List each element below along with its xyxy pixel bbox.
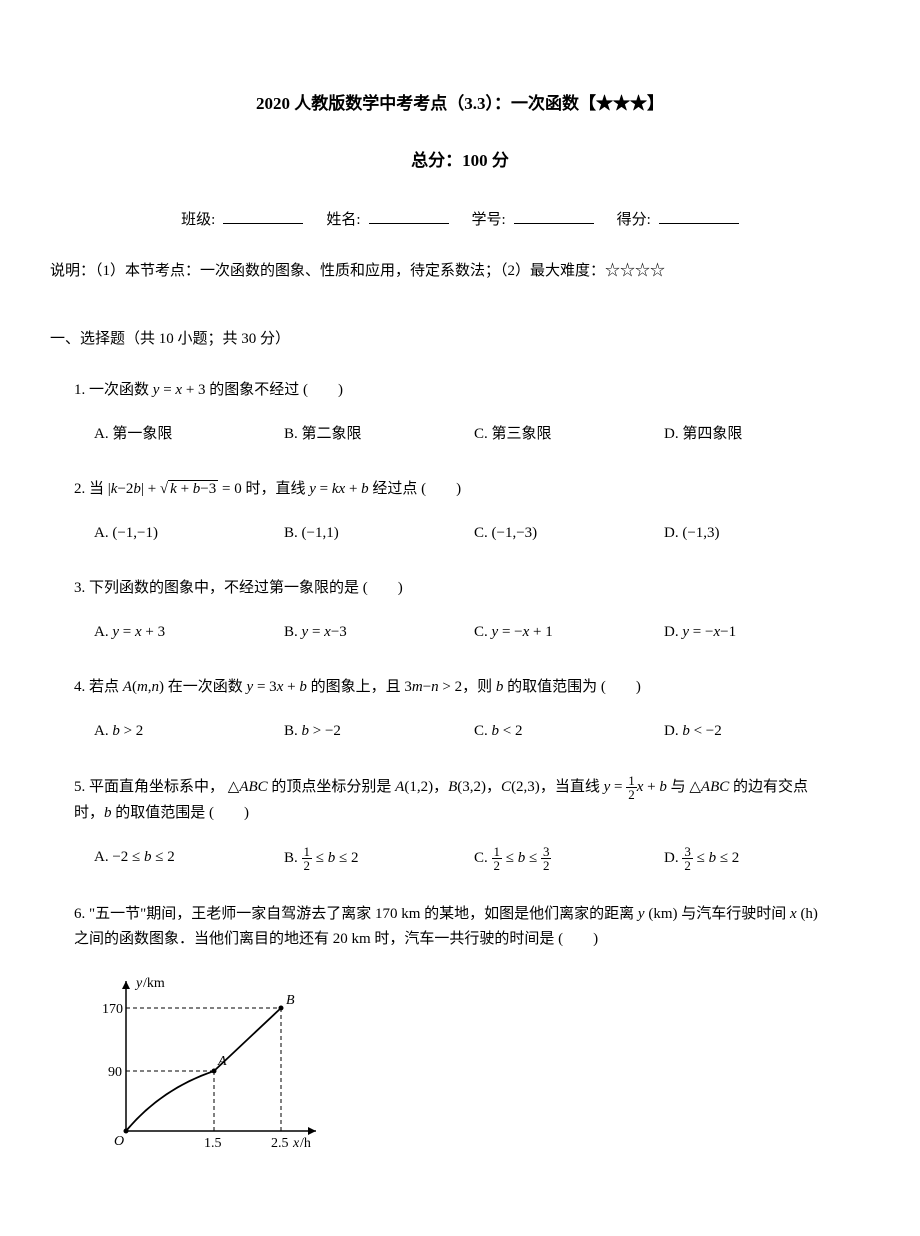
- question-4: 4. 若点 A(m,n) 在一次函数 y = 3x + b 的图象上，且 3m−…: [50, 675, 870, 744]
- q3-option-a: A. y = x + 3: [94, 620, 284, 646]
- svg-text:1.5: 1.5: [204, 1136, 222, 1151]
- q1-option-b: B. 第二象限: [284, 422, 474, 448]
- page-title: 2020 人教版数学中考考点（3.3）：一次函数【★★★】: [50, 90, 870, 119]
- svg-text:O: O: [114, 1134, 124, 1149]
- score-label: 得分:: [617, 212, 651, 228]
- svg-text:170: 170: [102, 1002, 123, 1017]
- q2-option-b: B. (−1,1): [284, 521, 474, 547]
- question-2-text: 2. 当 |k−2b| + √k + b−3 = 0 时，直线 y = kx +…: [74, 477, 870, 503]
- question-1-text: 1. 一次函数 y = x + 3 的图象不经过 ( ): [74, 378, 870, 404]
- section-1-header: 一、选择题（共 10 小题；共 30 分）: [50, 327, 870, 353]
- q4-option-a: A. b > 2: [94, 719, 284, 745]
- question-4-text: 4. 若点 A(m,n) 在一次函数 y = 3x + b 的图象上，且 3m−…: [74, 675, 870, 701]
- q6-chart: y /km x /h O 170 90 1.5 2.5: [74, 971, 870, 1156]
- q4-option-d: D. b < −2: [664, 719, 854, 745]
- student-id-label: 学号:: [472, 212, 506, 228]
- question-5-text: 5. 平面直角坐标系中， △ABC 的顶点坐标分别是 A(1,2)，B(3,2)…: [74, 774, 870, 827]
- q5-option-c: C. 12 ≤ b ≤ 32: [474, 845, 664, 872]
- question-3-text: 3. 下列函数的图象中，不经过第一象限的是 ( ): [74, 576, 870, 602]
- class-blank: [223, 209, 303, 224]
- name-blank: [369, 209, 449, 224]
- q5-option-b: B. 12 ≤ b ≤ 2: [284, 845, 474, 872]
- q3-option-b: B. y = x−3: [284, 620, 474, 646]
- svg-text:y: y: [134, 976, 143, 991]
- q1-option-d: D. 第四象限: [664, 422, 854, 448]
- svg-text:/h: /h: [300, 1136, 311, 1151]
- svg-text:90: 90: [108, 1065, 122, 1080]
- svg-text:B: B: [286, 993, 295, 1008]
- q5-option-a: A. −2 ≤ b ≤ 2: [94, 845, 284, 872]
- q2-option-a: A. (−1,−1): [94, 521, 284, 547]
- student-id-blank: [514, 209, 594, 224]
- q1-option-a: A. 第一象限: [94, 422, 284, 448]
- student-info-row: 班级: 姓名: 学号: 得分:: [50, 208, 870, 234]
- q2-option-d: D. (−1,3): [664, 521, 854, 547]
- svg-text:2.5: 2.5: [271, 1136, 289, 1151]
- q5-option-d: D. 32 ≤ b ≤ 2: [664, 845, 854, 872]
- question-1: 1. 一次函数 y = x + 3 的图象不经过 ( ) A. 第一象限 B. …: [50, 378, 870, 447]
- q1-option-c: C. 第三象限: [474, 422, 664, 448]
- q2-option-c: C. (−1,−3): [474, 521, 664, 547]
- name-label: 姓名:: [326, 212, 360, 228]
- svg-text:/km: /km: [143, 976, 165, 991]
- class-label: 班级:: [181, 212, 215, 228]
- score-blank: [659, 209, 739, 224]
- question-2: 2. 当 |k−2b| + √k + b−3 = 0 时，直线 y = kx +…: [50, 477, 870, 546]
- svg-text:A: A: [217, 1054, 227, 1069]
- svg-text:x: x: [292, 1136, 300, 1151]
- question-6-text: 6. "五一节"期间，王老师一家自驾游去了离家 170 km 的某地，如图是他们…: [74, 902, 870, 953]
- q4-option-b: B. b > −2: [284, 719, 474, 745]
- q4-option-c: C. b < 2: [474, 719, 664, 745]
- q3-option-d: D. y = −x−1: [664, 620, 854, 646]
- page-subtitle: 总分：100 分: [50, 147, 870, 176]
- exam-note: 说明：（1）本节考点：一次函数的图象、性质和应用，待定系数法；（2）最大难度：☆…: [50, 259, 870, 285]
- q3-option-c: C. y = −x + 1: [474, 620, 664, 646]
- question-6: 6. "五一节"期间，王老师一家自驾游去了离家 170 km 的某地，如图是他们…: [50, 902, 870, 1156]
- question-3: 3. 下列函数的图象中，不经过第一象限的是 ( ) A. y = x + 3 B…: [50, 576, 870, 645]
- question-5: 5. 平面直角坐标系中， △ABC 的顶点坐标分别是 A(1,2)，B(3,2)…: [50, 774, 870, 872]
